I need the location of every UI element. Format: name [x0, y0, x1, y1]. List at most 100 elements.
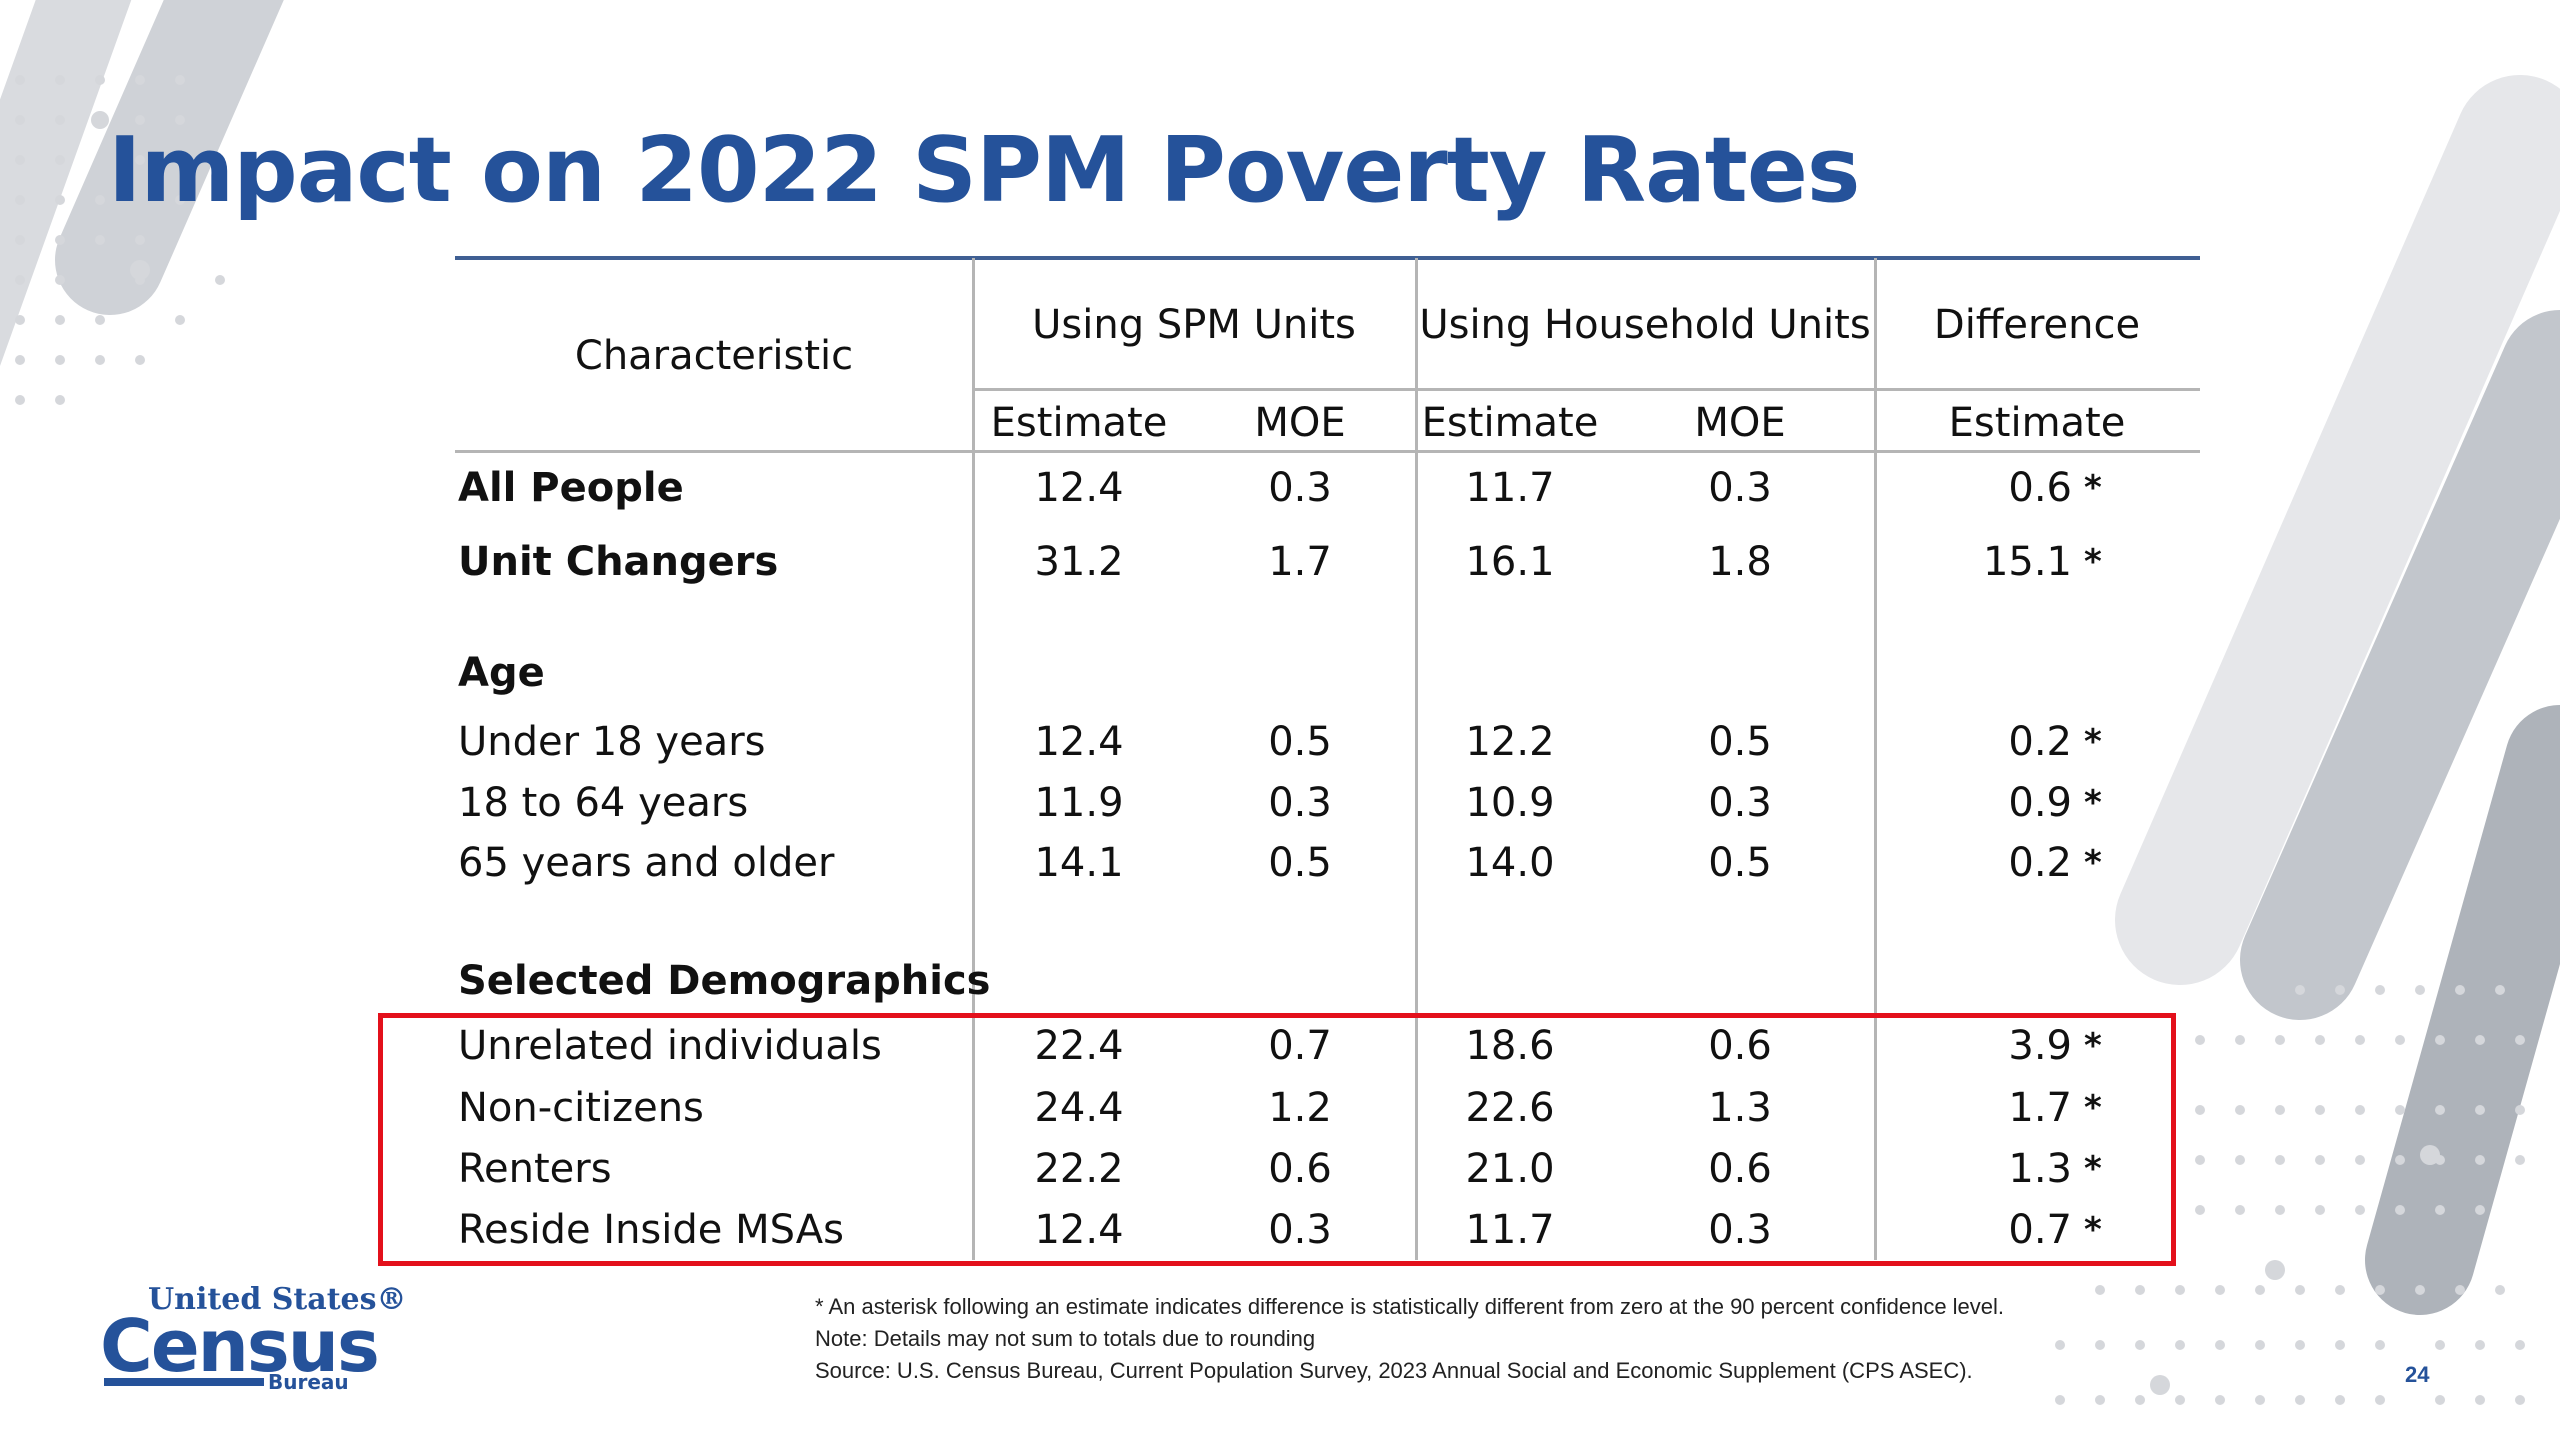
subheader-spm-estimate: Estimate — [990, 400, 1168, 446]
highlight-box — [378, 1013, 2176, 1266]
row-label: Unrelated individuals — [458, 1023, 882, 1069]
census-bureau-logo: United States® Census Bureau — [100, 1282, 407, 1394]
spm-estimate: 22.4 — [1034, 1023, 1124, 1069]
hh-estimate: 14.0 — [1465, 840, 1555, 886]
section-selected-demographics: Selected Demographics — [458, 958, 991, 1004]
hh-moe: 1.3 — [1708, 1085, 1772, 1131]
logo-underline — [104, 1378, 264, 1386]
logo-line-bureau: Bureau — [268, 1370, 349, 1394]
significance-marker: * — [2084, 1088, 2102, 1128]
hh-estimate: 11.7 — [1465, 1207, 1555, 1253]
footnote-rounding: Note: Details may not sum to totals due … — [815, 1326, 1316, 1351]
table-row: All People 12.4 0.3 11.7 0.3 0.6 * — [0, 458, 2560, 518]
column-divider — [1415, 258, 1418, 1260]
difference-header: Difference — [1933, 302, 2141, 348]
spm-estimate: 12.4 — [1034, 1207, 1124, 1253]
footnote-asterisk: * An asterisk following an estimate indi… — [815, 1294, 2005, 1319]
table-row: Unit Changers 31.2 1.7 16.1 1.8 15.1 * — [0, 532, 2560, 592]
table-row: Under 18 years 12.4 0.5 12.2 0.5 0.2 * — [0, 712, 2560, 772]
page-title: Impact on 2022 SPM Poverty Rates — [108, 118, 1860, 223]
logo-line-united-states: United States® — [148, 1282, 407, 1317]
row-label: Unit Changers — [458, 539, 779, 585]
spm-estimate: 12.4 — [1034, 465, 1124, 511]
row-label: Reside Inside MSAs — [458, 1207, 844, 1253]
table-top-rule — [455, 256, 2200, 260]
significance-marker: * — [2084, 542, 2102, 582]
hh-moe: 0.3 — [1708, 465, 1772, 511]
section-age: Age — [458, 650, 545, 696]
difference-estimate: 3.9 — [2008, 1023, 2072, 1069]
hh-estimate: 21.0 — [1465, 1146, 1555, 1192]
spm-moe: 0.6 — [1268, 1146, 1332, 1192]
significance-marker: * — [2084, 783, 2102, 823]
significance-marker: * — [2084, 468, 2102, 508]
difference-estimate: 15.1 — [1982, 539, 2072, 585]
table-row: 65 years and older 14.1 0.5 14.0 0.5 0.2… — [0, 833, 2560, 893]
footnote-source: Source: U.S. Census Bureau, Current Popu… — [815, 1358, 1973, 1383]
significance-marker: * — [2084, 1149, 2102, 1189]
table-row: Reside Inside MSAs 12.4 0.3 11.7 0.3 0.7… — [0, 1200, 2560, 1260]
spm-moe: 0.3 — [1268, 465, 1332, 511]
subheader-spm-moe: MOE — [1254, 400, 1346, 446]
table-row: Unrelated individuals 22.4 0.7 18.6 0.6 … — [0, 1016, 2560, 1076]
hh-estimate: 16.1 — [1465, 539, 1555, 585]
spm-estimate: 11.9 — [1034, 780, 1124, 826]
hh-moe: 0.5 — [1708, 719, 1772, 765]
significance-marker: * — [2084, 1026, 2102, 1066]
household-units-header: Using Household Units — [1419, 302, 1871, 348]
hh-estimate: 18.6 — [1465, 1023, 1555, 1069]
difference-estimate: 0.2 — [2008, 840, 2072, 886]
subheader-hh-estimate: Estimate — [1421, 400, 1599, 446]
row-label: 18 to 64 years — [458, 780, 749, 826]
spm-estimate: 22.2 — [1034, 1146, 1124, 1192]
subheader-hh-moe: MOE — [1694, 400, 1786, 446]
row-label: Under 18 years — [458, 719, 766, 765]
spm-estimate: 31.2 — [1034, 539, 1124, 585]
spm-estimate: 24.4 — [1034, 1085, 1124, 1131]
hh-moe: 1.8 — [1708, 539, 1772, 585]
spm-estimate: 12.4 — [1034, 719, 1124, 765]
difference-estimate: 0.6 — [2008, 465, 2072, 511]
spm-estimate: 14.1 — [1034, 840, 1124, 886]
difference-estimate: 0.9 — [2008, 780, 2072, 826]
row-label: Non-citizens — [458, 1085, 704, 1131]
table-row: Non-citizens 24.4 1.2 22.6 1.3 1.7 * — [0, 1078, 2560, 1138]
table-row: 18 to 64 years 11.9 0.3 10.9 0.3 0.9 * — [0, 773, 2560, 833]
hh-moe: 0.6 — [1708, 1023, 1772, 1069]
column-divider — [972, 258, 975, 1260]
column-divider — [1874, 258, 1877, 1260]
characteristic-header: Characteristic — [574, 333, 854, 379]
spm-moe: 0.3 — [1268, 780, 1332, 826]
row-label: 65 years and older — [458, 840, 835, 886]
spm-moe: 0.5 — [1268, 840, 1332, 886]
hh-moe: 0.6 — [1708, 1146, 1772, 1192]
header-bottom-rule — [455, 450, 2200, 453]
significance-marker: * — [2084, 1210, 2102, 1250]
spm-moe: 0.3 — [1268, 1207, 1332, 1253]
hh-estimate: 22.6 — [1465, 1085, 1555, 1131]
row-label: Renters — [458, 1146, 612, 1192]
spm-moe: 1.7 — [1268, 539, 1332, 585]
difference-estimate: 0.2 — [2008, 719, 2072, 765]
logo-line-census: Census — [100, 1304, 380, 1388]
difference-estimate: 0.7 — [2008, 1207, 2072, 1253]
subheader-diff-estimate: Estimate — [1948, 400, 2126, 446]
hh-estimate: 10.9 — [1465, 780, 1555, 826]
spm-moe: 1.2 — [1268, 1085, 1332, 1131]
hh-moe: 0.3 — [1708, 1207, 1772, 1253]
table-row: Renters 22.2 0.6 21.0 0.6 1.3 * — [0, 1139, 2560, 1199]
spm-units-header: Using SPM Units — [1032, 302, 1356, 348]
significance-marker: * — [2084, 722, 2102, 762]
significance-marker: * — [2084, 843, 2102, 883]
spm-moe: 0.5 — [1268, 719, 1332, 765]
hh-estimate: 11.7 — [1465, 465, 1555, 511]
difference-estimate: 1.7 — [2008, 1085, 2072, 1131]
difference-estimate: 1.3 — [2008, 1146, 2072, 1192]
hh-moe: 0.5 — [1708, 840, 1772, 886]
subheader-rule — [973, 388, 2200, 391]
row-label: All People — [458, 465, 684, 511]
page-number: 24 — [2405, 1362, 2430, 1387]
hh-estimate: 12.2 — [1465, 719, 1555, 765]
hh-moe: 0.3 — [1708, 780, 1772, 826]
